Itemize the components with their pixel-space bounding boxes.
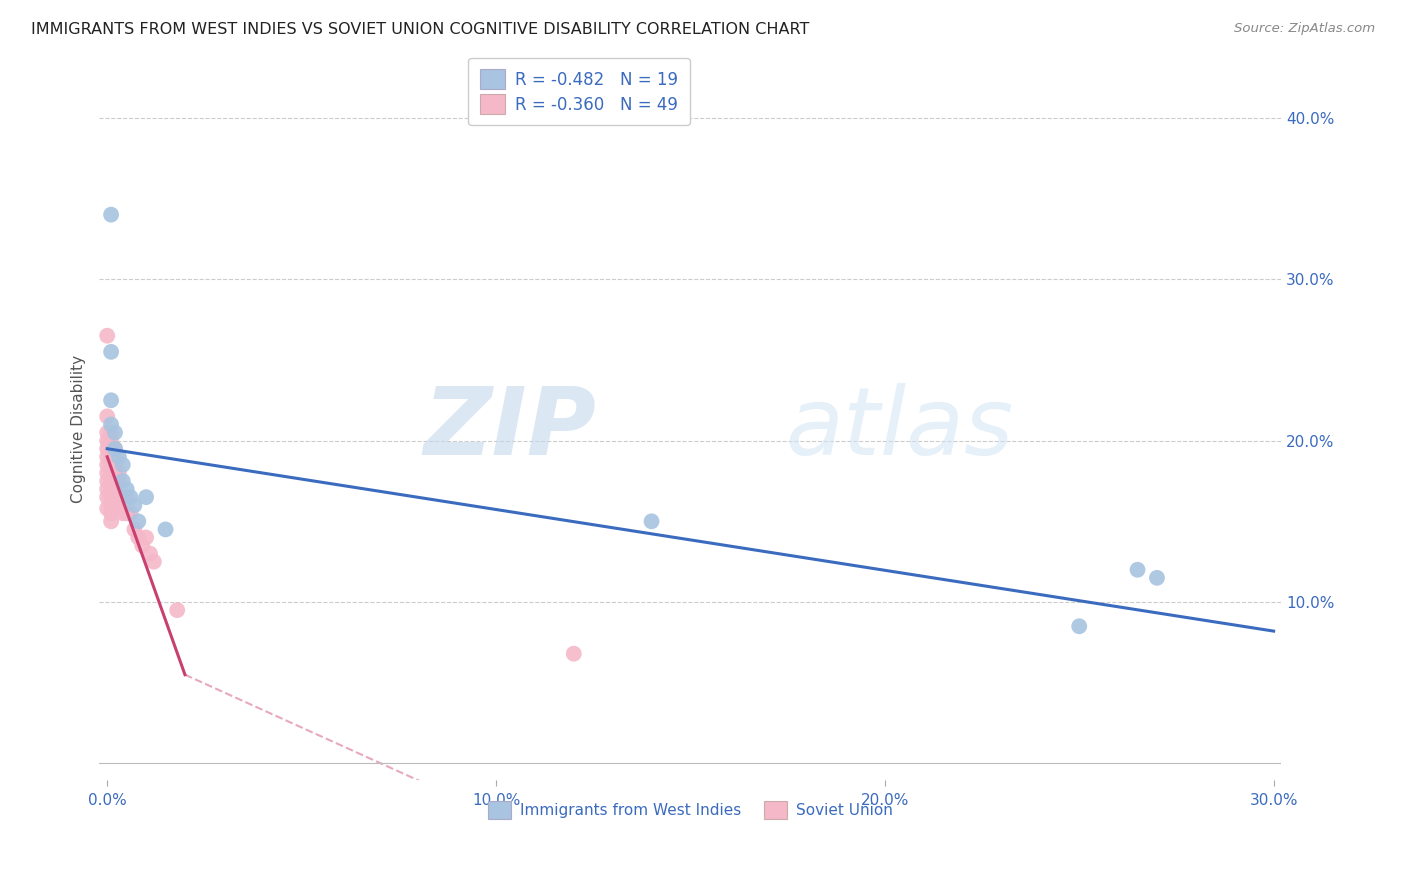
Point (139, 547, 162, 561)
Text: IMMIGRANTS FROM WEST INDIES VS SOVIET UNION COGNITIVE DISABILITY CORRELATION CHA: IMMIGRANTS FROM WEST INDIES VS SOVIET UN… (31, 22, 810, 37)
Point (104, 498, 127, 512)
Point (1126, 563, 1149, 577)
Point (111, 458, 134, 472)
Point (131, 539, 153, 553)
Point (142, 555, 165, 569)
Point (104, 482, 127, 496)
Point (96, 490, 118, 504)
Point (115, 482, 138, 496)
Point (111, 490, 134, 504)
Point (108, 490, 131, 504)
Point (111, 474, 134, 488)
Point (96, 501, 118, 516)
Point (100, 498, 122, 512)
Point (115, 490, 138, 504)
Point (127, 531, 149, 545)
Point (166, 603, 188, 617)
Point (100, 514, 122, 528)
Point (96, 450, 118, 464)
Point (124, 523, 146, 537)
Point (104, 450, 127, 464)
Point (104, 425, 127, 440)
Point (124, 498, 146, 512)
Point (108, 474, 131, 488)
Point (115, 506, 138, 520)
Point (108, 498, 131, 512)
Point (104, 466, 127, 480)
Point (108, 466, 131, 480)
Point (96, 409, 118, 424)
Point (155, 523, 177, 537)
Point (1146, 571, 1168, 585)
Y-axis label: Cognitive Disability: Cognitive Disability (72, 354, 86, 502)
Point (104, 474, 127, 488)
Text: Source: ZipAtlas.com: Source: ZipAtlas.com (1234, 22, 1375, 36)
Point (104, 458, 127, 472)
Text: ZIP: ZIP (423, 383, 596, 475)
Point (100, 474, 122, 488)
Legend: Immigrants from West Indies, Soviet Union: Immigrants from West Indies, Soviet Unio… (482, 795, 898, 824)
Point (100, 425, 122, 440)
Point (100, 482, 122, 496)
Point (104, 442, 127, 456)
Point (127, 514, 149, 528)
Point (135, 490, 157, 504)
Point (562, 647, 585, 661)
Point (100, 506, 122, 520)
Point (96, 474, 118, 488)
Point (100, 393, 122, 408)
Point (100, 442, 122, 456)
Point (640, 514, 662, 528)
Point (96, 466, 118, 480)
Point (120, 490, 142, 504)
Point (100, 417, 122, 432)
Point (111, 506, 134, 520)
Point (96, 434, 118, 448)
Point (96, 458, 118, 472)
Point (96, 328, 118, 343)
Point (120, 506, 142, 520)
Point (100, 208, 122, 222)
Point (100, 466, 122, 480)
Point (100, 490, 122, 504)
Point (96, 425, 118, 440)
Point (104, 442, 127, 456)
Point (100, 344, 122, 359)
Point (96, 482, 118, 496)
Point (104, 490, 127, 504)
Text: atlas: atlas (785, 383, 1014, 474)
Point (1069, 619, 1091, 633)
Point (100, 434, 122, 448)
Point (108, 450, 131, 464)
Point (100, 450, 122, 464)
Point (135, 531, 157, 545)
Point (100, 458, 122, 472)
Point (96, 442, 118, 456)
